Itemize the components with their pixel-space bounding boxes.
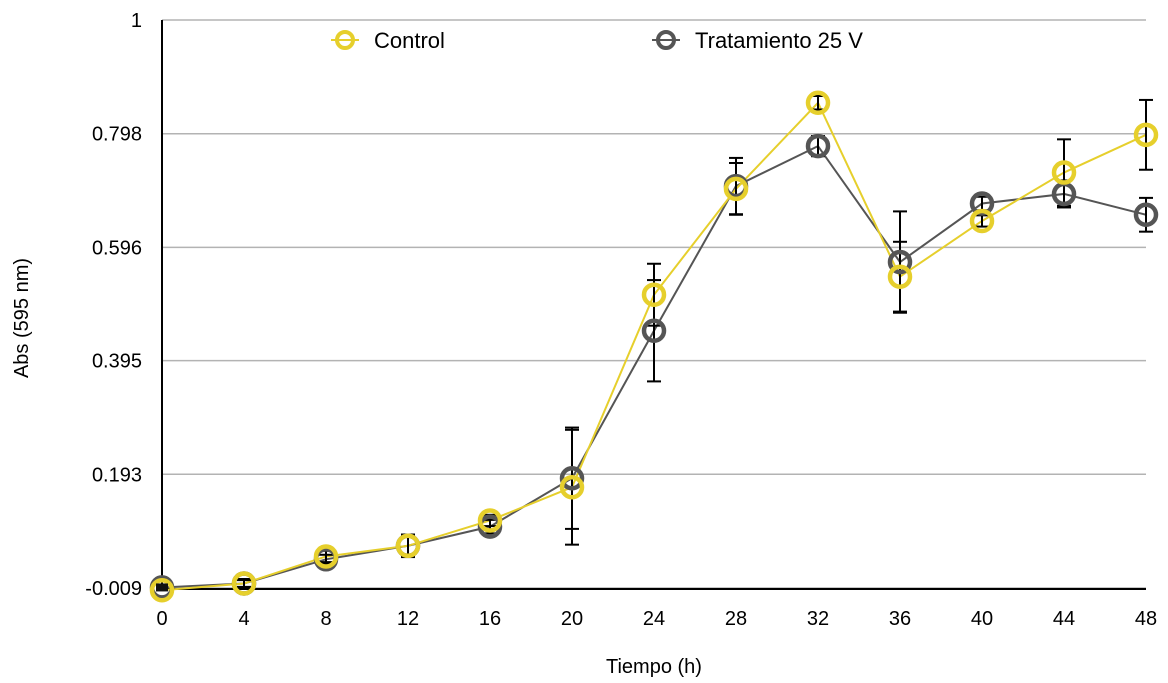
data-points: [149, 90, 1159, 603]
x-tick-label: 32: [807, 608, 829, 630]
data-point: [1133, 202, 1159, 228]
x-tick-label: 8: [320, 608, 331, 630]
data-point: [805, 133, 831, 159]
y-axis-label: Abs (595 nm): [11, 258, 33, 378]
x-tick-label: 40: [971, 608, 993, 630]
data-point: [969, 208, 995, 234]
x-tick-label: 4: [238, 608, 249, 630]
y-tick-label: 0.798: [92, 124, 142, 146]
x-tick-label: 24: [643, 608, 665, 630]
data-point: [149, 578, 175, 603]
axes: [161, 20, 1146, 590]
x-tick-label: 36: [889, 608, 911, 630]
x-tick-label: 20: [561, 608, 583, 630]
data-point: [723, 176, 749, 202]
x-tick-label: 0: [156, 608, 167, 630]
data-point: [231, 571, 257, 596]
data-point: [1133, 122, 1159, 148]
data-point: [559, 474, 585, 500]
y-tick-label: -0.009: [85, 578, 142, 600]
origin-marker: [156, 583, 168, 592]
data-point: [559, 465, 585, 491]
x-axis-label: Tiempo (h): [606, 656, 702, 678]
x-tick-label: 48: [1135, 608, 1157, 630]
x-tick-label: 44: [1053, 608, 1075, 630]
data-point: [887, 249, 913, 275]
data-point: [477, 508, 503, 533]
data-point: [641, 282, 667, 307]
legend-label-control: Control: [374, 28, 445, 53]
y-tick-label: 0.395: [92, 351, 142, 373]
data-point: [313, 544, 339, 569]
x-tick-labels: 0 4 8 12 16 20 24 28 32 36 40 44 48: [156, 608, 1157, 630]
y-tick-label: 0.596: [92, 237, 142, 259]
data-point: [641, 318, 667, 343]
x-tick-label: 28: [725, 608, 747, 630]
y-tick-label: 0.193: [92, 464, 142, 486]
data-point: [805, 90, 831, 116]
y-tick-label: 1: [131, 10, 142, 32]
data-point: [887, 264, 913, 289]
error-bars: [237, 94, 1153, 589]
legend: Control Tratamiento 25 V: [331, 28, 863, 53]
data-point: [1051, 160, 1077, 185]
x-tick-label: 12: [397, 608, 419, 630]
x-tick-label: 16: [479, 608, 501, 630]
data-point: [969, 191, 995, 216]
legend-label-treatment: Tratamiento 25 V: [695, 28, 863, 53]
y-tick-labels: -0.009 0.193 0.395 0.596 0.798 1: [85, 10, 142, 600]
data-point: [395, 533, 421, 559]
